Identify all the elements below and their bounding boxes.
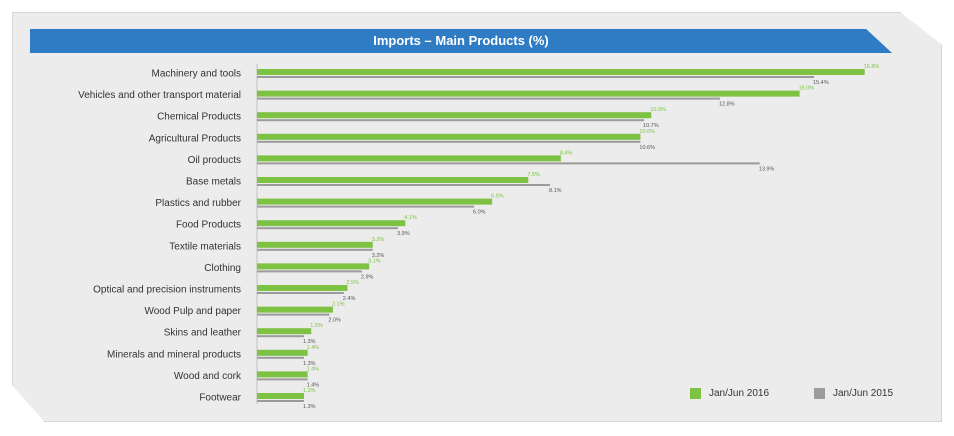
bar-2015-vehicles-and-other-transport-material — [257, 97, 720, 100]
value-label-2016-base-metals: 7.5% — [527, 172, 540, 178]
value-label-2015-base-metals: 8.1% — [549, 188, 562, 194]
bar-2015-wood-pulp-and-paper — [257, 313, 330, 316]
value-label-2016-machinery-and-tools: 16.8% — [864, 64, 880, 70]
bar-2015-skins-and-leather — [257, 335, 305, 338]
category-label-oil-products: Oil products — [188, 155, 241, 166]
value-label-2015-chemical-products: 10.7% — [643, 123, 659, 129]
value-label-2015-oil-products: 13.9% — [759, 166, 775, 172]
value-label-2015-minerals-and-mineral-products: 1.3% — [303, 361, 316, 367]
bar-2015-oil-products — [257, 162, 760, 165]
category-label-agricultural-products: Agricultural Products — [149, 133, 241, 144]
category-label-machinery-and-tools: Machinery and tools — [152, 69, 242, 80]
value-label-2016-agricultural-products: 10.6% — [639, 129, 655, 135]
value-label-2016-chemical-products: 10.9% — [650, 107, 666, 113]
value-label-2016-clothing: 3.1% — [368, 258, 381, 264]
bar-2016-textile-materials — [257, 241, 373, 248]
bar-2016-plastics-and-rubber — [257, 198, 493, 205]
value-label-2016-skins-and-leather: 1.5% — [310, 323, 323, 329]
value-label-2016-wood-pulp-and-paper: 2.1% — [332, 302, 345, 308]
bar-2016-oil-products — [257, 155, 561, 162]
bar-2015-food-products — [257, 227, 399, 230]
category-label-skins-and-leather: Skins and leather — [164, 328, 242, 339]
value-label-2016-minerals-and-mineral-products: 1.4% — [307, 345, 320, 351]
value-label-2016-vehicles-and-other-transport-material: 15.0% — [799, 86, 815, 92]
category-label-base-metals: Base metals — [186, 177, 241, 188]
category-label-food-products: Food Products — [176, 220, 241, 231]
bar-2016-agricultural-products — [257, 133, 641, 140]
category-label-plastics-and-rubber: Plastics and rubber — [155, 198, 241, 209]
category-label-chemical-products: Chemical Products — [157, 112, 241, 123]
value-label-2015-plastics-and-rubber: 6.0% — [473, 210, 486, 216]
bar-2015-wood-and-cork — [257, 378, 308, 381]
bar-2016-clothing — [257, 263, 370, 270]
bar-2015-footwear — [257, 400, 305, 402]
legend-item-2016: Jan/Jun 2016 — [690, 387, 769, 401]
value-label-2016-wood-and-cork: 1.4% — [307, 366, 320, 372]
bar-2015-agricultural-products — [257, 140, 641, 143]
value-label-2016-food-products: 4.1% — [404, 215, 417, 221]
bar-2015-chemical-products — [257, 119, 645, 122]
bar-2016-minerals-and-mineral-products — [257, 349, 308, 356]
legend-label-2015: Jan/Jun 2015 — [833, 388, 894, 399]
value-label-2015-vehicles-and-other-transport-material: 12.8% — [719, 102, 735, 108]
bar-2015-clothing — [257, 270, 362, 273]
bar-2016-food-products — [257, 220, 406, 227]
value-label-2015-skins-and-leather: 1.3% — [303, 339, 316, 345]
value-label-2016-footwear: 1.3% — [303, 388, 316, 394]
category-label-textile-materials: Textile materials — [169, 241, 241, 252]
category-label-footwear: Footwear — [199, 393, 241, 404]
legend-label-2016: Jan/Jun 2016 — [709, 388, 770, 399]
value-label-2015-food-products: 3.9% — [397, 231, 410, 237]
chart-frame — [12, 12, 942, 422]
category-label-wood-and-cork: Wood and cork — [174, 371, 242, 382]
legend-swatch-2016 — [690, 387, 701, 399]
bar-2016-wood-pulp-and-paper — [257, 306, 333, 313]
bar-2016-wood-and-cork — [257, 371, 308, 378]
legend-swatch-2015 — [814, 387, 825, 399]
chart-title: Imports – Main Products (%) — [30, 29, 892, 53]
value-label-2015-footwear: 1.3% — [303, 404, 316, 410]
value-label-2016-optical-and-precision-instruments: 2.5% — [346, 280, 359, 286]
category-label-wood-pulp-and-paper: Wood Pulp and paper — [144, 306, 241, 317]
bar-2016-vehicles-and-other-transport-material — [257, 90, 800, 97]
value-label-2016-oil-products: 8.4% — [560, 150, 573, 156]
value-label-2016-textile-materials: 3.2% — [372, 237, 385, 243]
value-label-2015-agricultural-products: 10.6% — [639, 145, 655, 151]
bar-2015-minerals-and-mineral-products — [257, 356, 305, 359]
bar-2016-footwear — [257, 393, 305, 399]
bar-2016-machinery-and-tools — [257, 69, 865, 75]
category-label-minerals-and-mineral-products: Minerals and mineral products — [107, 349, 241, 360]
value-label-2015-optical-and-precision-instruments: 2.4% — [343, 296, 356, 302]
bar-2015-plastics-and-rubber — [257, 205, 475, 208]
category-label-optical-and-precision-instruments: Optical and precision instruments — [93, 285, 241, 296]
value-label-2016-plastics-and-rubber: 6.5% — [491, 194, 504, 200]
bar-2015-base-metals — [257, 184, 550, 186]
bar-2015-machinery-and-tools — [257, 76, 815, 78]
value-label-2015-wood-pulp-and-paper: 2.0% — [328, 318, 341, 324]
bar-2015-optical-and-precision-instruments — [257, 292, 344, 294]
category-label-clothing: Clothing — [204, 263, 241, 274]
bar-2016-chemical-products — [257, 112, 652, 119]
value-label-2015-clothing: 2.9% — [361, 274, 374, 280]
bar-2016-optical-and-precision-instruments — [257, 285, 348, 291]
bar-2016-base-metals — [257, 177, 529, 183]
value-label-2015-textile-materials: 3.2% — [372, 253, 385, 259]
legend-item-2015: Jan/Jun 2015 — [814, 387, 893, 401]
bar-2015-textile-materials — [257, 248, 373, 251]
category-label-vehicles-and-other-transport-material: Vehicles and other transport material — [78, 90, 241, 101]
bar-2016-skins-and-leather — [257, 328, 312, 335]
value-label-2015-wood-and-cork: 1.4% — [307, 382, 320, 388]
value-label-2015-machinery-and-tools: 15.4% — [813, 80, 829, 86]
